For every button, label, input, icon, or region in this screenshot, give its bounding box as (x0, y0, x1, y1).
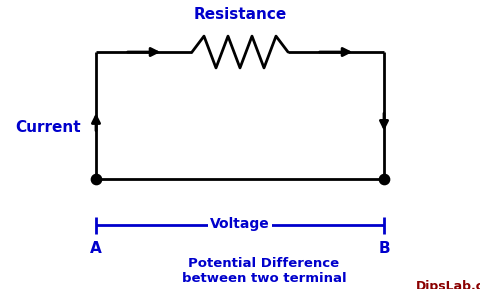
Text: A: A (90, 241, 102, 256)
Text: Current: Current (15, 120, 81, 135)
Text: B: B (378, 241, 390, 256)
Text: Potential Difference
between two terminal: Potential Difference between two termina… (182, 257, 346, 285)
Text: Resistance: Resistance (193, 7, 287, 22)
Text: DipsLab.com: DipsLab.com (416, 280, 480, 289)
Point (92, 177, 100, 181)
Text: Voltage: Voltage (210, 217, 270, 231)
Point (380, 177, 388, 181)
